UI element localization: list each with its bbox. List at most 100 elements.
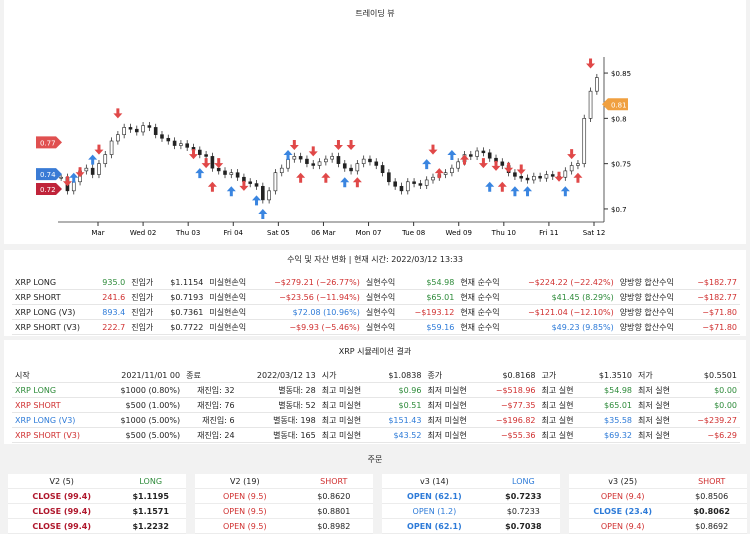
y-tick-label: $0.7 [611,206,627,214]
candle-body [405,181,410,192]
candle-body [336,156,341,164]
pnl-hedge-label: 양방향 합산수익 [616,304,687,320]
simulation-row: XRP LONG (V3) $1000 (5.00%) 재진입: 6 별동대: 198… [12,412,740,428]
x-tick-label: Mar [91,229,104,237]
sim-split: 별동대: 198 [237,412,319,428]
order-price: $0.8801 [294,503,373,519]
sim-split: 별동대: 165 [237,427,319,443]
candle-body [103,154,108,164]
order-row[interactable]: CLOSE (99.4) $1.2232 [8,518,186,534]
sim-reentry: 재진입: 24 [183,427,238,443]
candle-body [374,161,379,166]
chart-title: 트레이딩 뷰 [355,9,395,18]
pnl-entry-price: $0.7722 [160,319,207,335]
candle-body [153,127,158,135]
order-row[interactable]: OPEN (9.5) $0.8801 [195,503,373,519]
candle-body [544,174,549,179]
buy-arrow-icon [252,195,262,206]
buy-arrow-icon [510,186,520,197]
candle-body [342,163,347,169]
buy-arrow-icon [340,177,350,188]
sim-reentry: 재진입: 6 [183,412,238,428]
sell-arrow-icon [214,158,224,169]
sim-min-realized-label: 최저 실현 [635,427,683,443]
sell-arrow-icon [289,140,299,151]
candle-body [109,140,114,155]
sim-max-realized-label: 최고 실현 [538,382,587,398]
candle-body [475,150,479,157]
order-row[interactable]: OPEN (9.5) $0.8620 [195,488,373,504]
pnl-realized-label: 실현수익 [362,289,405,305]
order-row[interactable]: OPEN (62.1) $0.7038 [382,518,560,534]
buy-arrow-icon [422,159,432,170]
candle-body [538,176,542,179]
order-row[interactable]: CLOSE (99.4) $1.1195 [8,488,186,504]
candle-body [532,176,536,181]
candle-body [216,167,221,172]
sim-allocation: $500 (5.00%) [100,427,184,443]
sim-max-unrealized: $43.52 [375,427,425,443]
candle-body [450,167,454,174]
buy-arrow-icon [460,154,469,165]
sell-arrow-icon [201,158,211,169]
order-column: V2 (5) LONG CLOSE (99.4) $1.1195 CLOSE (99.4… [8,474,186,534]
candle-body [387,172,391,183]
pnl-realized-value: $54.98 [404,275,458,290]
order-row[interactable]: CLOSE (23.4) $0.8062 [569,503,747,519]
y-tick-label: $0.85 [611,70,631,78]
order-price: $0.8692 [676,518,747,534]
order-row[interactable]: OPEN (1.2) $0.7233 [382,503,560,519]
candle-body [198,149,202,155]
sim-max-realized-label: 최고 실현 [538,397,587,413]
buy-arrow-icon [573,172,583,183]
sim-min-realized: $0.00 [682,382,740,398]
sim-end-label: 종료 [183,368,238,383]
candle-body [412,181,416,184]
candle-body [317,161,322,166]
order-type: OPEN (62.1) [382,488,487,504]
price-label-text: 0.72 [40,186,56,194]
candle-body [134,128,139,133]
y-tick-label: $0.8 [611,115,627,123]
simulation-row: XRP SHORT $500 (1.00%) 재진입: 76 별동대: 52 최고 미실… [12,397,740,413]
pnl-table: XRP LONG 935.0 진입가 $1.1154 미실현손익 −$279.21 (−2… [12,275,740,335]
order-type: OPEN (1.2) [382,503,487,519]
pnl-title: 수익 및 자산 변화 | 현재 시간: 2022/03/12 13:33 [287,255,463,264]
candle-body [418,183,423,186]
order-row[interactable]: OPEN (9.5) $0.8982 [195,518,373,534]
order-header-row: v3 (14) LONG [382,474,560,489]
order-column: v3 (14) LONG OPEN (62.1) $0.7233 OPEN (1.2) $… [382,474,560,534]
sim-split: 별동대: 52 [237,397,319,413]
sim-max-unrealized-label: 최고 미실현 [318,427,376,443]
pnl-net-label: 현재 순수익 [457,304,511,320]
sim-min-realized-label: 최저 실현 [635,412,683,428]
order-row[interactable]: OPEN (62.1) $0.7233 [382,488,560,504]
sim-min-realized: −$6.29 [682,427,740,443]
price-label-text: 0.77 [40,139,56,147]
candle-body [305,158,309,164]
candle-body [481,150,486,154]
order-header-row: v3 (25) SHORT [569,474,747,489]
sim-reentry: 재진입: 32 [183,382,238,398]
candle-body [59,176,63,179]
pnl-unrealized-label: 미실현손익 [206,275,257,290]
candlestick-chart[interactable]: $0.85 $0.8 $0.75 $0.7 Mar Wed 02 Thu 03 Fri 04 S… [4,22,746,242]
order-price: $0.7233 [486,488,560,504]
order-row[interactable]: CLOSE (99.4) $1.1571 [8,503,186,519]
sim-min-unrealized-label: 최저 미실현 [424,412,482,428]
order-column-title: v3 (25) [569,474,677,489]
order-row[interactable]: OPEN (9.4) $0.8506 [569,488,747,504]
candle-body [393,181,397,187]
simulation-row: XRP LONG $1000 (0.80%) 재진입: 32 별동대: 28 최고 미실… [12,382,740,398]
sim-start-label: 시작 [12,368,101,383]
sim-min-unrealized: −$196.82 [481,412,539,428]
candle-body [204,154,208,157]
buy-arrow-icon [321,172,331,183]
order-row[interactable]: OPEN (9.4) $0.8692 [569,518,747,534]
price-label-tag [602,98,628,111]
candle-body [122,127,126,135]
order-type: CLOSE (99.4) [8,488,116,504]
pnl-panel: 수익 및 자산 변화 | 현재 시간: 2022/03/12 13:33 XRP… [4,250,746,336]
candle-body [229,172,234,175]
buy-arrow-icon [296,172,306,183]
